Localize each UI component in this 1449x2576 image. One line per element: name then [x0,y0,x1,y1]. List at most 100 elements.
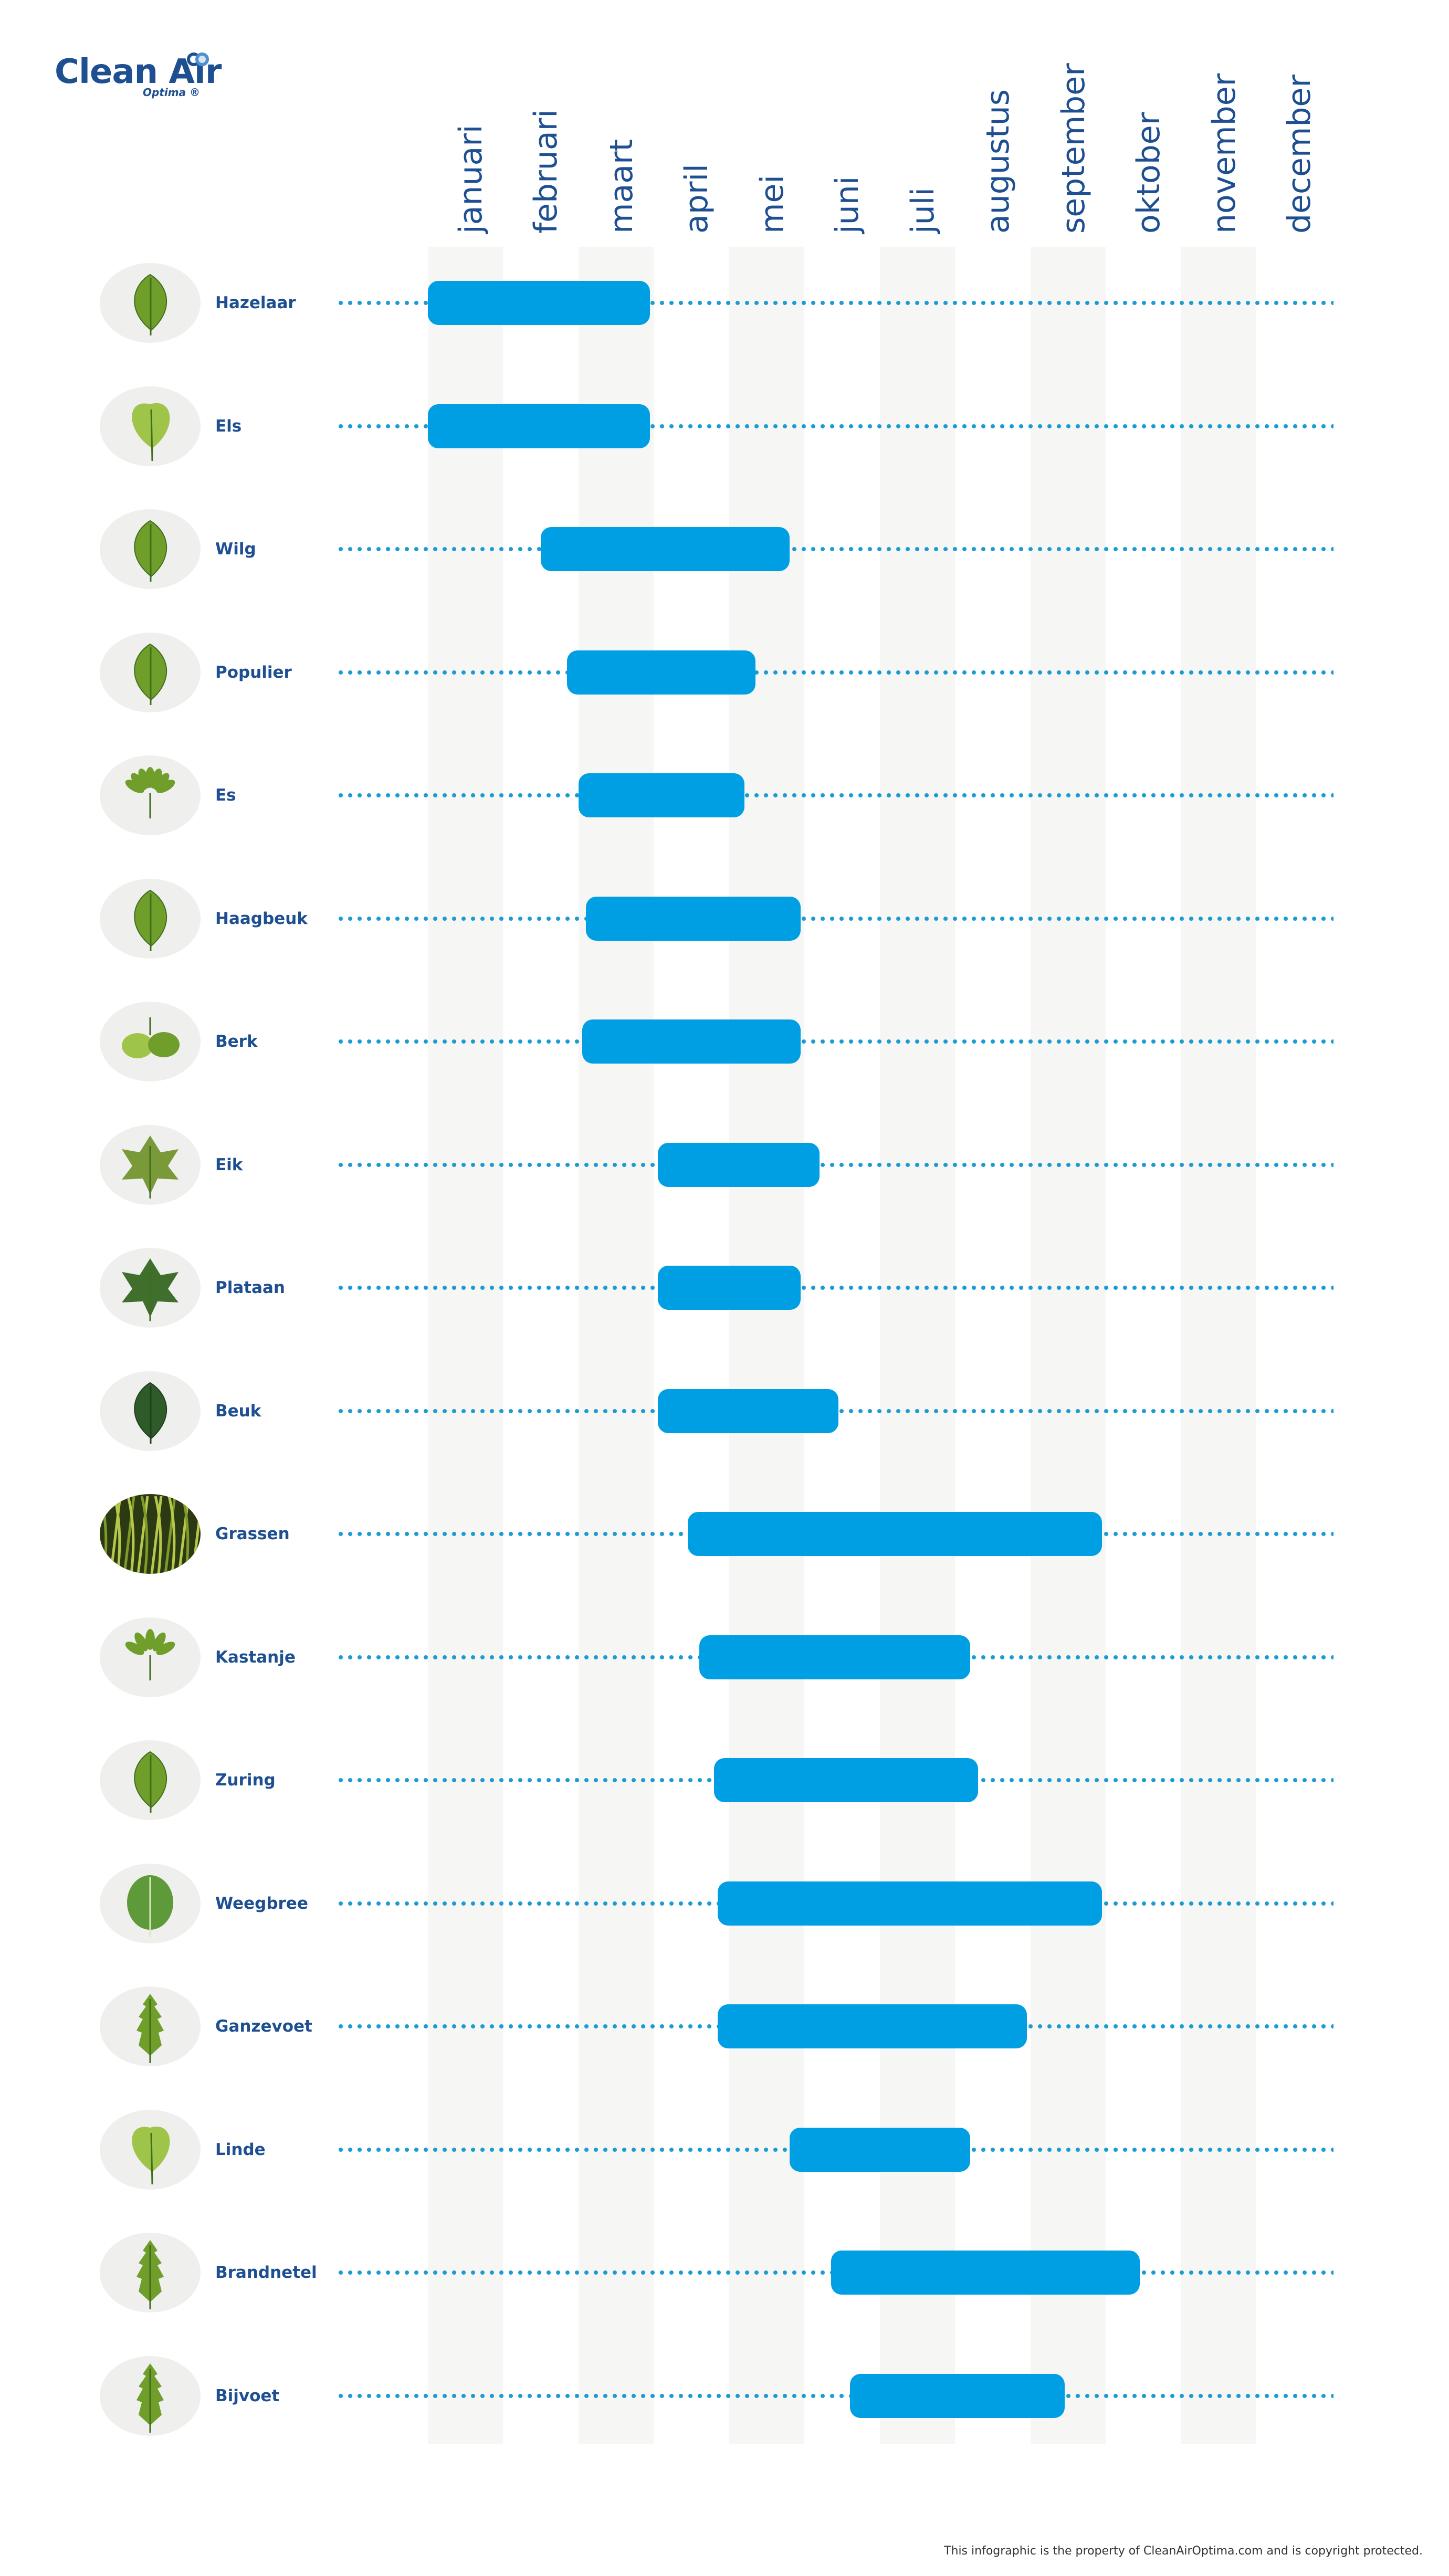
species-row: Linde [0,2102,1449,2197]
pollen-season-bar [714,1758,978,1802]
dotted-track [336,1162,1334,1167]
pollen-season-bar [586,896,801,941]
grass-icon [100,1494,201,1574]
copyright-footer: This infographic is the property of Clea… [944,2545,1423,2558]
pollen-season-bar [657,1389,839,1433]
alder-leaf-icon [100,386,201,466]
species-row: Eik [0,1118,1449,1212]
plane-leaf-icon [100,1248,201,1328]
species-row: Ganzevoet [0,1979,1449,2074]
pollen-season-bar [567,650,756,695]
linden-leaf-icon [100,2109,201,2190]
birch-leaf-icon [100,1002,201,1081]
species-label: Berk [215,1032,258,1051]
month-label-september: september [1055,63,1092,234]
month-label-december: december [1281,74,1318,234]
species-row: Haagbeuk [0,871,1449,966]
hazel-leaf-icon [100,263,201,343]
brand-sub: Optima ® [143,86,201,99]
pollen-season-bar [657,1142,820,1187]
pollen-season-bar [428,281,650,325]
willow-leaf-icon [100,509,201,589]
month-label-februari: februari [528,109,565,234]
month-stripe [729,247,804,2444]
month-stripe [579,247,654,2444]
species-label: Linde [215,2140,266,2159]
dotted-track [336,301,1334,305]
pollen-season-bar [831,2251,1140,2295]
dotted-track [336,2393,1334,2398]
plantain-leaf-icon [100,1863,201,1943]
species-row: Brandnetel [0,2225,1449,2320]
pollen-season-bar [789,2127,971,2172]
species-label: Populier [215,663,292,682]
month-stripe [428,247,503,2444]
species-row: Hazelaar [0,256,1449,350]
species-label: Els [215,416,242,436]
dotted-track [336,916,1334,921]
pollen-season-bar [541,527,790,571]
pollen-season-bar [582,1019,801,1064]
month-label-juli: juli [904,187,941,234]
pollen-season-bar [579,773,744,817]
species-row: Populier [0,625,1449,720]
chestnut-leaf-icon [100,1617,201,1697]
species-label: Weegbree [215,1894,308,1913]
poplar-leaf-icon [100,632,201,712]
species-row: Kastanje [0,1610,1449,1705]
pollen-season-bar [718,1881,1102,1926]
species-label: Bijvoet [215,2386,280,2405]
species-label: Es [215,786,236,805]
species-label: Haagbeuk [215,909,308,928]
month-label-oktober: oktober [1130,112,1168,234]
month-label-augustus: augustus [980,89,1017,234]
species-row: Els [0,379,1449,474]
nettle-leaf-icon [100,2233,201,2312]
month-label-april: april [678,164,716,234]
goosefoot-leaf-icon [100,1986,201,2066]
species-label: Zuring [215,1771,276,1790]
species-label: Ganzevoet [215,2017,312,2036]
pollen-season-bar [849,2373,1065,2418]
species-label: Eik [215,1155,243,1174]
species-row: Grassen [0,1487,1449,1581]
hornbeam-leaf-icon [100,878,201,959]
beech-leaf-icon [100,1371,201,1451]
dotted-track [336,424,1334,428]
pollen-season-bar [718,2004,1027,2048]
species-label: Wilg [215,540,256,559]
species-row: Bijvoet [0,2349,1449,2443]
species-label: Brandnetel [215,2263,317,2282]
species-label: Grassen [215,1524,290,1543]
month-stripe [1031,247,1106,2444]
dotted-track [336,1286,1334,1290]
species-label: Plataan [215,1278,285,1297]
month-stripe [880,247,955,2444]
species-row: Berk [0,994,1449,1089]
pollen-season-bar [657,1266,801,1310]
dotted-track [336,793,1334,797]
species-label: Kastanje [215,1647,296,1667]
sorrel-leaf-icon [100,1740,201,1820]
brand-logo: Clean Air Optima ® [55,52,222,105]
species-row: Beuk [0,1364,1449,1458]
dotted-track [336,547,1334,551]
mugwort-leaf-icon [100,2356,201,2436]
ash-leaf-icon [100,755,201,835]
month-stripe [1181,247,1256,2444]
pollen-season-bar [699,1635,971,1679]
month-label-juni: juni [829,176,866,234]
pollen-season-bar [428,404,650,448]
dotted-track [336,670,1334,675]
species-row: Es [0,748,1449,843]
brand-mark-icon [187,52,212,68]
species-label: Hazelaar [215,293,296,312]
month-label-november: november [1205,73,1243,234]
species-row: Plataan [0,1240,1449,1335]
dotted-track [336,1039,1334,1044]
species-row: Zuring [0,1733,1449,1827]
month-label-januari: januari [452,124,489,234]
species-row: Weegbree [0,1856,1449,1951]
oak-leaf-icon [100,1124,201,1205]
